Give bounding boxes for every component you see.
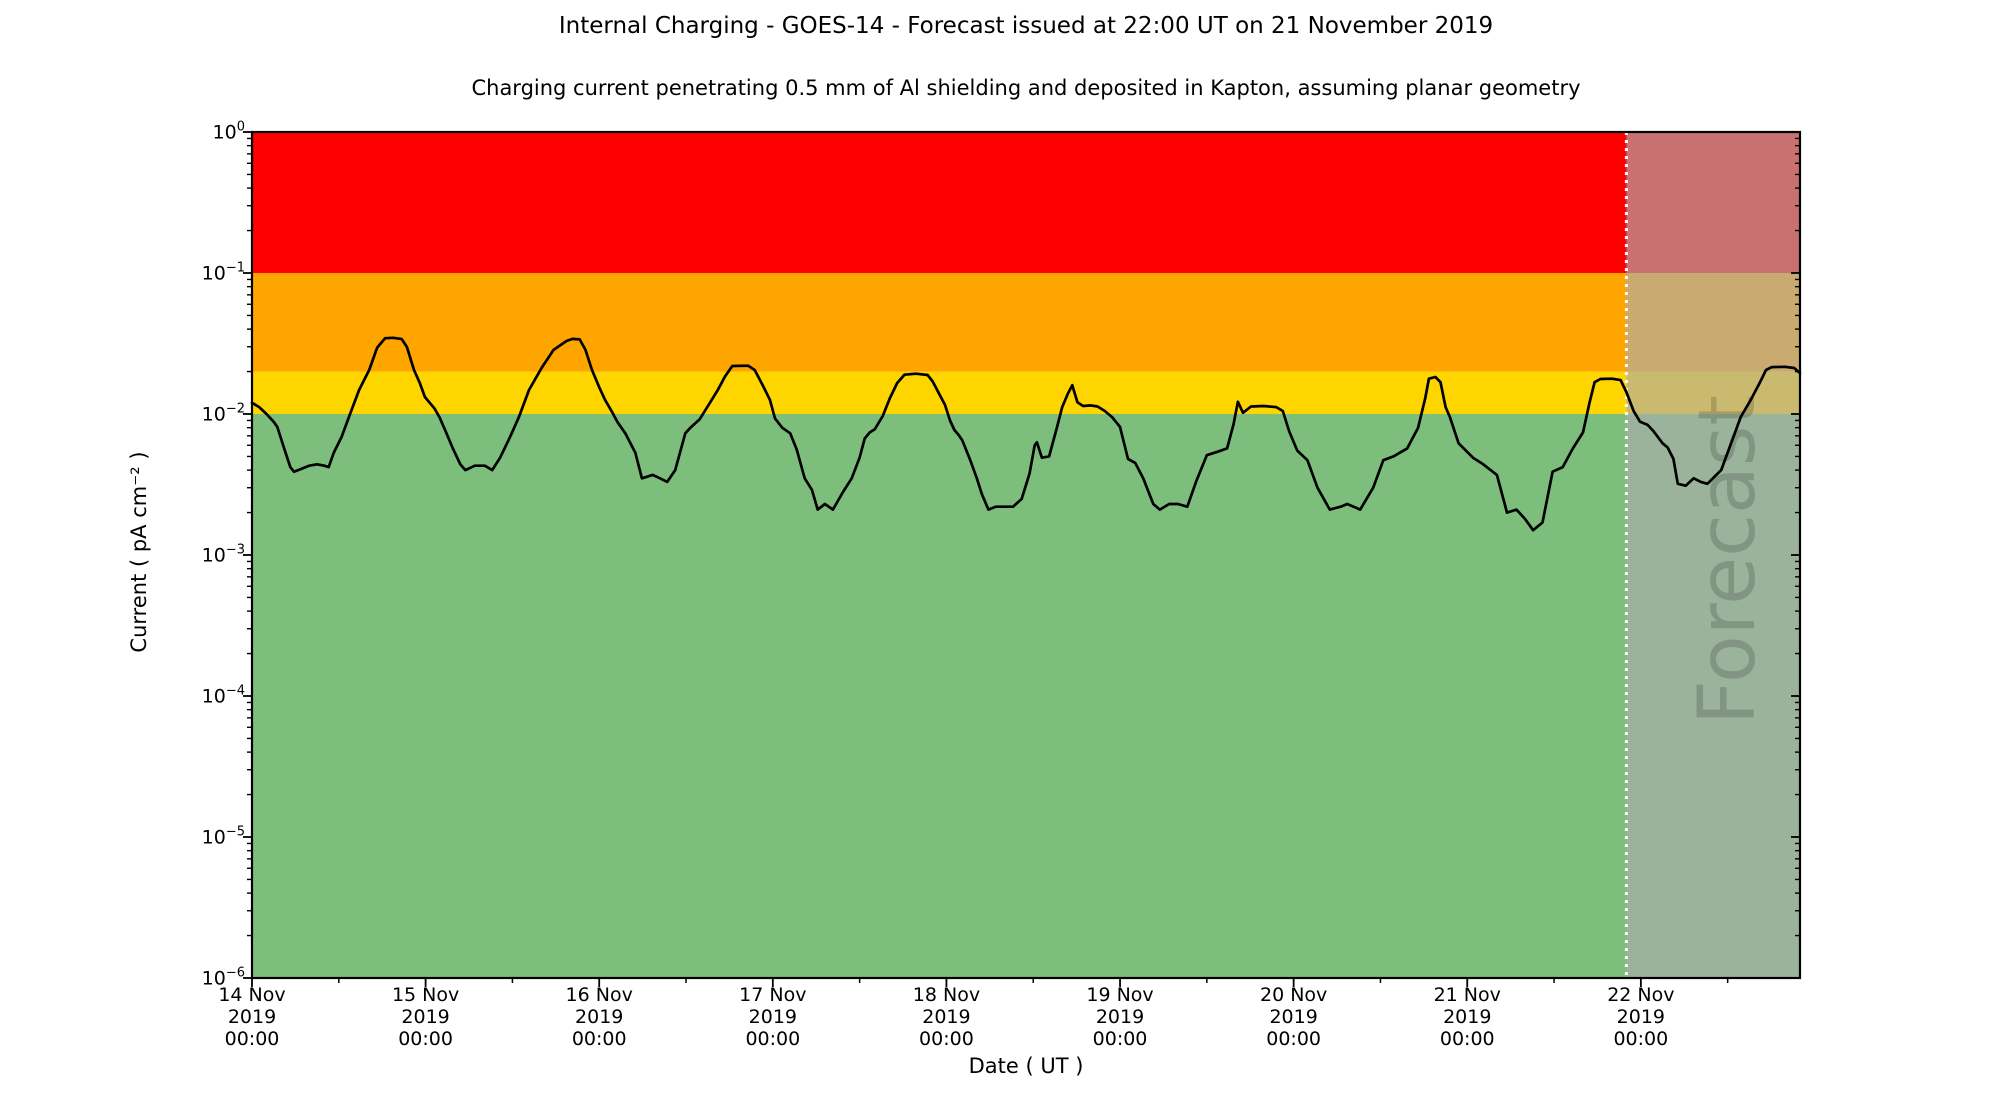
x-tick-label: 17 Nov 2019 00:00: [739, 984, 806, 1050]
current-curve-group: [250, 336, 1802, 532]
y-tick-label: 100: [213, 120, 245, 144]
y-axis-title: Current ( pA cm⁻² ): [127, 451, 151, 653]
x-tick-label: 18 Nov 2019 00:00: [913, 984, 980, 1050]
y-tick-label: 10−1: [202, 261, 245, 285]
x-tick-label: 15 Nov 2019 00:00: [392, 984, 459, 1050]
y-tick-label: 10−2: [202, 402, 245, 426]
x-axis-title: Date ( UT ): [968, 1054, 1084, 1078]
x-tick-label: 21 Nov 2019 00:00: [1434, 984, 1501, 1050]
band-orange: [252, 273, 1800, 372]
forecast-region: Forecast: [1624, 132, 1800, 978]
y-tick-label: 10−6: [202, 966, 245, 990]
risk-bands: [252, 132, 1800, 978]
tick-labels: 14 Nov 2019 00:00 15 Nov 2019 00:00 16 Nov 2019…: [202, 120, 1675, 1051]
x-tick-label: 14 Nov 2019 00:00: [218, 984, 285, 1050]
forecast-overlay: [1626, 132, 1800, 978]
page-title: Internal Charging - GOES-14 - Forecast i…: [558, 13, 1494, 39]
x-tick-label: 16 Nov 2019 00:00: [566, 984, 633, 1050]
forecast-watermark: Forecast: [1683, 395, 1773, 725]
x-tick-label: 19 Nov 2019 00:00: [1086, 984, 1153, 1050]
y-tick-label: 10−4: [202, 684, 245, 708]
y-tick-label: 10−5: [202, 825, 245, 849]
band-yellow: [252, 371, 1800, 414]
x-tick-label: 20 Nov 2019 00:00: [1260, 984, 1327, 1050]
page-subtitle: Charging current penetrating 0.5 mm of A…: [471, 76, 1581, 100]
axes: [243, 130, 1802, 987]
y-tick-label: 10−3: [202, 543, 245, 567]
current-curve: [250, 336, 1802, 532]
band-red: [252, 132, 1800, 273]
x-tick-label: 22 Nov 2019 00:00: [1607, 984, 1674, 1050]
band-green: [252, 414, 1800, 978]
